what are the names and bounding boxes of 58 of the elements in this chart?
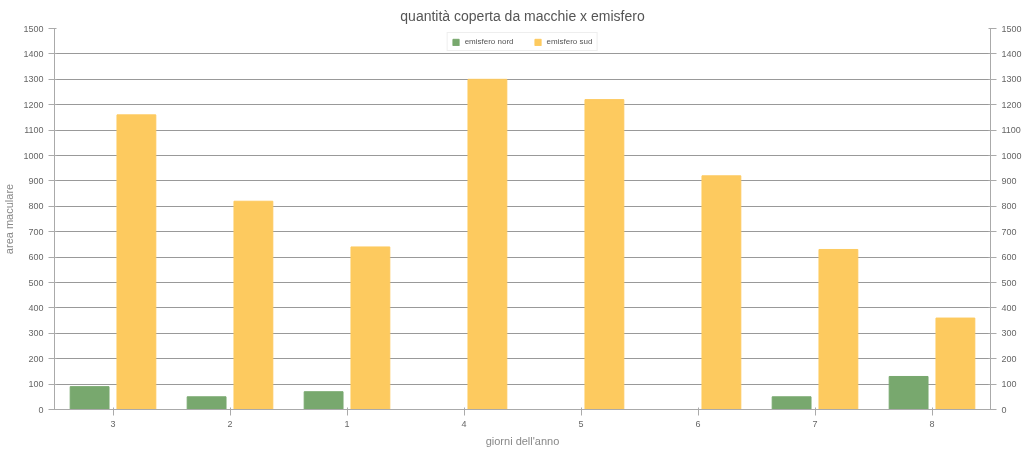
- bar: [935, 317, 976, 410]
- y2-tick-label: 300: [1001, 328, 1017, 339]
- bar: [186, 396, 227, 410]
- y2-tick-label: 1500: [1001, 23, 1022, 34]
- y-tick-label: 1400: [23, 48, 44, 59]
- legend-label: emisfero sud: [546, 37, 593, 46]
- y-tick-label: 1200: [23, 99, 44, 110]
- x-tick-label: 1: [344, 418, 350, 429]
- bar: [233, 200, 274, 410]
- y-tick-label: 300: [28, 328, 44, 339]
- y2-tick-label: 900: [1001, 175, 1017, 186]
- y-tick-label: 800: [28, 201, 44, 212]
- x-tick-label: 8: [929, 418, 935, 429]
- x-axis-title: giorni dell'anno: [485, 434, 560, 447]
- x-tick-label: 4: [461, 418, 467, 429]
- bar: [116, 114, 157, 410]
- y-tick-label: 1300: [23, 74, 44, 85]
- bar: [467, 78, 508, 410]
- y2-tick-label: 1100: [1001, 125, 1021, 136]
- y2-tick-label: 0: [1001, 404, 1007, 415]
- y-axis-title: area maculare: [3, 183, 16, 255]
- y2-tick-label: 800: [1001, 201, 1017, 212]
- y-tick-label: 1000: [23, 150, 44, 161]
- x-tick-label: 6: [695, 418, 701, 429]
- y-tick-label: 0: [38, 404, 44, 415]
- chart-title: quantità coperta da macchie x emisfero: [400, 7, 645, 24]
- x-tick-label: 3: [110, 418, 116, 429]
- x-tick-label: 7: [812, 418, 818, 429]
- bar: [818, 248, 859, 410]
- y2-tick-label: 1400: [1001, 48, 1022, 59]
- y-tick-label: 1100: [24, 125, 44, 136]
- y2-tick-label: 500: [1001, 277, 1017, 288]
- y-tick-label: 1500: [23, 23, 44, 34]
- y-tick-label: 100: [28, 379, 44, 390]
- bar: [701, 175, 742, 410]
- y-tick-label: 900: [28, 175, 44, 186]
- bar: [350, 246, 391, 410]
- y-tick-label: 200: [28, 353, 44, 364]
- bar: [584, 99, 625, 410]
- y2-tick-label: 600: [1001, 252, 1017, 263]
- bar: [303, 391, 344, 410]
- y2-tick-label: 1200: [1001, 99, 1022, 110]
- y2-tick-label: 100: [1001, 379, 1017, 390]
- bar: [771, 396, 812, 410]
- y-tick-label: 500: [28, 277, 44, 288]
- x-tick-label: 2: [227, 418, 233, 429]
- y-tick-label: 600: [28, 252, 44, 263]
- y2-tick-label: 1000: [1001, 150, 1022, 161]
- y-tick-label: 400: [28, 302, 44, 313]
- bar: [888, 375, 929, 410]
- y-tick-label: 700: [28, 226, 44, 237]
- y2-tick-label: 700: [1001, 226, 1017, 237]
- y2-tick-label: 200: [1001, 353, 1017, 364]
- x-tick-label: 5: [578, 418, 584, 429]
- bar: [69, 386, 110, 410]
- legend-label: emisfero nord: [464, 37, 514, 46]
- y2-tick-label: 1300: [1001, 74, 1022, 85]
- y2-tick-label: 400: [1001, 302, 1017, 313]
